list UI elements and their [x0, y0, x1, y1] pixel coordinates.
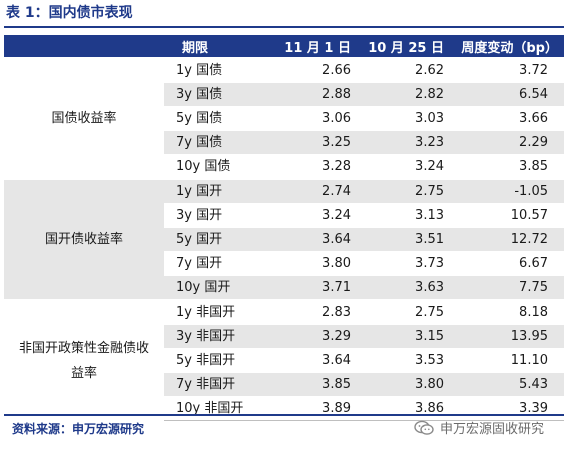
- cell-oct25: 2.82: [357, 82, 450, 107]
- cell-change: 12.72: [450, 227, 564, 252]
- cell-nov1: 3.28: [264, 154, 357, 179]
- cell-term: 7y 国开: [164, 251, 264, 276]
- header-oct25: 10 月 25 日: [357, 35, 450, 58]
- watermark: 申万宏源固收研究: [414, 418, 544, 437]
- cell-term: 1y 非国开: [164, 299, 264, 325]
- cell-change: 6.54: [450, 82, 564, 107]
- cell-change: 3.66: [450, 106, 564, 131]
- cell-change: 2.29: [450, 130, 564, 155]
- table-row: 3y 国债 2.88 2.82 6.54: [4, 82, 564, 107]
- cell-nov1: 2.83: [264, 299, 357, 325]
- table-row: 10y 国开 3.71 3.63 7.75: [4, 275, 564, 300]
- header-nov1: 11 月 1 日: [264, 35, 357, 58]
- cell-nov1: 3.80: [264, 251, 357, 276]
- cell-term: 5y 非国开: [164, 348, 264, 373]
- cell-term: 10y 非国开: [164, 396, 264, 421]
- cell-nov1: 3.85: [264, 372, 357, 397]
- table-row: 3y 非国开 3.29 3.15 13.95: [4, 324, 564, 349]
- cell-nov1: 2.88: [264, 82, 357, 107]
- cell-nov1: 3.89: [264, 396, 357, 421]
- cell-change: 6.67: [450, 251, 564, 276]
- table-title: 表 1：国内债市表现: [6, 5, 133, 21]
- cell-nov1: 3.64: [264, 348, 357, 373]
- header-group: [4, 35, 164, 58]
- cell-oct25: 3.51: [357, 227, 450, 252]
- cell-oct25: 3.63: [357, 275, 450, 300]
- table-row: 国开债收益率 1y 国开 2.74 2.75 -1.05: [4, 178, 564, 300]
- cell-nov1: 3.06: [264, 106, 357, 131]
- cell-oct25: 3.80: [357, 372, 450, 397]
- table-row: 5y 国债 3.06 3.03 3.66: [4, 106, 564, 131]
- table-row: 3y 国开 3.24 3.13 10.57: [4, 203, 564, 228]
- cell-change: 7.75: [450, 275, 564, 300]
- cell-term: 3y 国债: [164, 82, 264, 107]
- cell-change: -1.05: [450, 178, 564, 204]
- table-row: 7y 非国开 3.85 3.80 5.43: [4, 372, 564, 397]
- cell-change: 11.10: [450, 348, 564, 373]
- header-term: 期限: [164, 35, 264, 58]
- table-header-row: 期限 11 月 1 日 10 月 25 日 周度变动（bp）: [4, 35, 564, 58]
- cell-oct25: 3.73: [357, 251, 450, 276]
- table-row: 10y 国债 3.28 3.24 3.85: [4, 154, 564, 179]
- table-row: 国债收益率 1y 国债 2.66 2.62 3.72: [4, 57, 564, 179]
- cell-nov1: 3.24: [264, 203, 357, 228]
- cell-oct25: 3.24: [357, 154, 450, 179]
- table-row: 7y 国开 3.80 3.73 6.67: [4, 251, 564, 276]
- cell-change: 3.72: [450, 57, 564, 83]
- cell-oct25: 2.75: [357, 299, 450, 325]
- cell-nov1: 2.74: [264, 178, 357, 204]
- cell-oct25: 3.15: [357, 324, 450, 349]
- cell-term: 3y 非国开: [164, 324, 264, 349]
- cell-oct25: 3.53: [357, 348, 450, 373]
- group-label-cdb: 国开债收益率: [4, 178, 164, 300]
- cell-oct25: 2.75: [357, 178, 450, 204]
- title-divider: [4, 26, 564, 28]
- cell-oct25: 3.23: [357, 130, 450, 155]
- cell-term: 7y 非国开: [164, 372, 264, 397]
- cell-oct25: 2.62: [357, 57, 450, 83]
- cell-change: 8.18: [450, 299, 564, 325]
- cell-change: 10.57: [450, 203, 564, 228]
- table-row: 非国开政策性金融债收益率 1y 非国开 2.83 2.75 8.18: [4, 299, 564, 421]
- cell-term: 5y 国开: [164, 227, 264, 252]
- footer-divider: [4, 414, 564, 416]
- cell-term: 10y 国债: [164, 154, 264, 179]
- table-row: 7y 国债 3.25 3.23 2.29: [4, 130, 564, 155]
- table-row: 10y 非国开 3.89 3.86 3.39: [4, 396, 564, 421]
- group-label-treasury: 国债收益率: [4, 57, 164, 179]
- cell-term: 5y 国债: [164, 106, 264, 131]
- cell-change: 5.43: [450, 372, 564, 397]
- watermark-text: 申万宏源固收研究: [440, 422, 545, 437]
- cell-term: 1y 国债: [164, 57, 264, 83]
- header-change: 周度变动（bp）: [450, 35, 564, 58]
- cell-term: 10y 国开: [164, 275, 264, 300]
- cell-nov1: 3.64: [264, 227, 357, 252]
- cell-oct25: 3.03: [357, 106, 450, 131]
- cell-nov1: 3.29: [264, 324, 357, 349]
- cell-change: 3.85: [450, 154, 564, 179]
- cell-term: 3y 国开: [164, 203, 264, 228]
- wechat-icon: [414, 420, 434, 435]
- cell-oct25: 3.13: [357, 203, 450, 228]
- bond-market-table: 期限 11 月 1 日 10 月 25 日 周度变动（bp） 国债收益率 1y …: [4, 35, 564, 421]
- cell-nov1: 2.66: [264, 57, 357, 83]
- cell-change: 3.39: [450, 396, 564, 421]
- source-note: 资料来源：申万宏源研究: [12, 422, 145, 436]
- cell-nov1: 3.25: [264, 130, 357, 155]
- cell-change: 13.95: [450, 324, 564, 349]
- table-row: 5y 国开 3.64 3.51 12.72: [4, 227, 564, 252]
- cell-nov1: 3.71: [264, 275, 357, 300]
- table-row: 5y 非国开 3.64 3.53 11.10: [4, 348, 564, 373]
- cell-term: 7y 国债: [164, 130, 264, 155]
- cell-term: 1y 国开: [164, 178, 264, 204]
- group-label-policy-bank: 非国开政策性金融债收益率: [4, 299, 164, 421]
- cell-oct25: 3.86: [357, 396, 450, 421]
